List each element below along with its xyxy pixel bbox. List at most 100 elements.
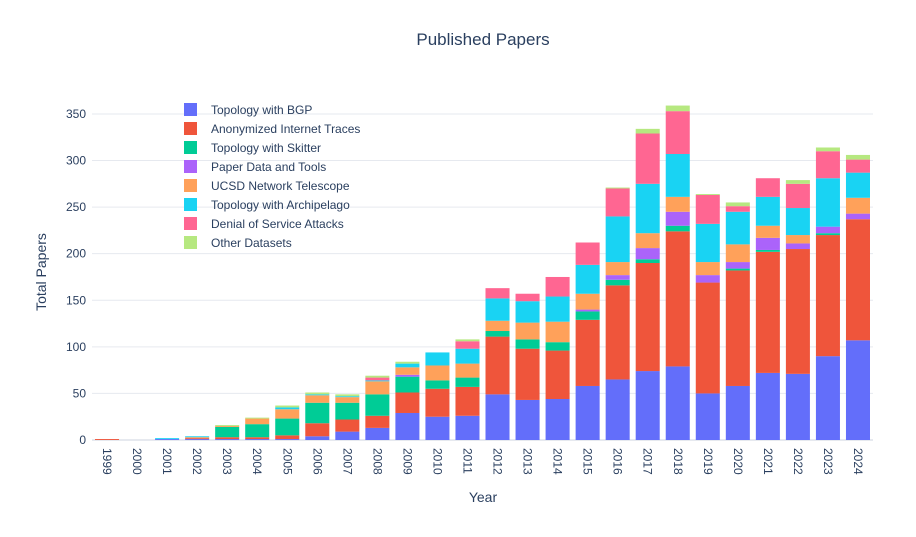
bar-segment[interactable] bbox=[155, 439, 180, 440]
bar-segment[interactable] bbox=[665, 225, 690, 232]
bar-segment[interactable] bbox=[665, 105, 690, 112]
bar-segment[interactable] bbox=[515, 293, 540, 302]
bar-segment[interactable] bbox=[485, 336, 510, 395]
bar-segment[interactable] bbox=[305, 392, 330, 395]
bar-segment[interactable] bbox=[845, 219, 870, 341]
bar-segment[interactable] bbox=[845, 213, 870, 220]
bar-segment[interactable] bbox=[305, 436, 330, 440]
bar-segment[interactable] bbox=[695, 393, 720, 440]
bar-segment[interactable] bbox=[845, 340, 870, 440]
bar-segment[interactable] bbox=[755, 225, 780, 238]
bar-segment[interactable] bbox=[245, 439, 270, 440]
bar-segment[interactable] bbox=[365, 377, 390, 381]
bar-segment[interactable] bbox=[725, 211, 750, 245]
bar-segment[interactable] bbox=[605, 187, 630, 189]
bar-segment[interactable] bbox=[575, 385, 600, 440]
bar-segment[interactable] bbox=[275, 439, 300, 440]
bar-segment[interactable] bbox=[605, 262, 630, 276]
bar-segment[interactable] bbox=[695, 194, 720, 224]
bar-segment[interactable] bbox=[395, 374, 420, 377]
bar-segment[interactable] bbox=[725, 268, 750, 271]
bar-segment[interactable] bbox=[455, 415, 480, 440]
bar-segment[interactable] bbox=[275, 435, 300, 440]
bar-segment[interactable] bbox=[665, 366, 690, 440]
bar-segment[interactable] bbox=[155, 438, 180, 440]
bar-segment[interactable] bbox=[785, 373, 810, 440]
bar-segment[interactable] bbox=[335, 419, 360, 432]
bar-segment[interactable] bbox=[515, 301, 540, 323]
bar-segment[interactable] bbox=[545, 321, 570, 343]
bar-segment[interactable] bbox=[575, 264, 600, 294]
bar-segment[interactable] bbox=[725, 206, 750, 212]
bar-segment[interactable] bbox=[815, 151, 840, 179]
bar-segment[interactable] bbox=[785, 180, 810, 184]
bar-segment[interactable] bbox=[185, 436, 210, 438]
bar-segment[interactable] bbox=[755, 178, 780, 197]
bar-segment[interactable] bbox=[545, 296, 570, 322]
bar-segment[interactable] bbox=[725, 385, 750, 440]
bar-segment[interactable] bbox=[665, 154, 690, 197]
bar-segment[interactable] bbox=[815, 235, 840, 357]
bar-segment[interactable] bbox=[635, 259, 660, 263]
bar-segment[interactable] bbox=[665, 211, 690, 226]
bar-segment[interactable] bbox=[845, 159, 870, 173]
bar-segment[interactable] bbox=[485, 298, 510, 321]
bar-segment[interactable] bbox=[635, 371, 660, 440]
bar-segment[interactable] bbox=[785, 249, 810, 374]
bar-segment[interactable] bbox=[785, 235, 810, 244]
legend-item[interactable]: Topology with Archipelago bbox=[184, 198, 350, 212]
bar-segment[interactable] bbox=[395, 392, 420, 413]
bar-segment[interactable] bbox=[335, 431, 360, 440]
bar-segment[interactable] bbox=[395, 361, 420, 364]
bar-segment[interactable] bbox=[515, 348, 540, 400]
bar-segment[interactable] bbox=[215, 439, 240, 440]
bar-segment[interactable] bbox=[665, 111, 690, 155]
bar-segment[interactable] bbox=[545, 350, 570, 400]
bar-segment[interactable] bbox=[815, 356, 840, 440]
bar-segment[interactable] bbox=[725, 262, 750, 269]
bar-segment[interactable] bbox=[365, 380, 390, 382]
bar-segment[interactable] bbox=[245, 437, 270, 440]
legend-item[interactable]: Topology with BGP bbox=[184, 103, 312, 117]
legend[interactable]: Topology with BGP Anonymized Internet Tra… bbox=[184, 103, 360, 250]
bar-segment[interactable] bbox=[215, 425, 240, 427]
legend-item[interactable]: Denial of Service Attacks bbox=[184, 217, 344, 231]
bar-segment[interactable] bbox=[635, 233, 660, 249]
bar-segment[interactable] bbox=[215, 426, 240, 427]
bar-segment[interactable] bbox=[695, 282, 720, 394]
bar-segment[interactable] bbox=[695, 262, 720, 276]
bar-segment[interactable] bbox=[485, 394, 510, 440]
bar-segment[interactable] bbox=[815, 147, 840, 152]
bar-segment[interactable] bbox=[455, 363, 480, 378]
bar-segment[interactable] bbox=[815, 233, 840, 236]
bar-segment[interactable] bbox=[485, 331, 510, 337]
bar-segment[interactable] bbox=[575, 293, 600, 310]
bar-segment[interactable] bbox=[245, 424, 270, 438]
bar-segment[interactable] bbox=[365, 427, 390, 440]
bar-segment[interactable] bbox=[335, 402, 360, 420]
bar-segment[interactable] bbox=[845, 197, 870, 214]
legend-item[interactable]: UCSD Network Telescope bbox=[184, 179, 350, 193]
bar-segment[interactable] bbox=[755, 196, 780, 226]
bar-segment[interactable] bbox=[215, 426, 240, 438]
bar-segment[interactable] bbox=[575, 309, 600, 312]
bar-segment[interactable] bbox=[305, 394, 330, 396]
bar-segment[interactable] bbox=[755, 251, 780, 373]
bar-segment[interactable] bbox=[785, 243, 810, 250]
bar-segment[interactable] bbox=[605, 216, 630, 263]
bar-segment[interactable] bbox=[545, 342, 570, 351]
legend-item[interactable]: Other Datasets bbox=[184, 236, 292, 250]
bar-segment[interactable] bbox=[215, 437, 240, 440]
bar-segment[interactable] bbox=[485, 320, 510, 332]
legend-item[interactable]: Anonymized Internet Traces bbox=[184, 122, 360, 136]
bar-segment[interactable] bbox=[95, 439, 120, 440]
bar-segment[interactable] bbox=[665, 196, 690, 212]
bar-segment[interactable] bbox=[695, 275, 720, 283]
bar-segment[interactable] bbox=[395, 412, 420, 440]
bar-segment[interactable] bbox=[455, 377, 480, 387]
bar-segment[interactable] bbox=[755, 249, 780, 252]
bar-segment[interactable] bbox=[245, 417, 270, 419]
bar-segment[interactable] bbox=[635, 183, 660, 234]
bar-segment[interactable] bbox=[605, 275, 630, 280]
bar-segment[interactable] bbox=[605, 379, 630, 440]
